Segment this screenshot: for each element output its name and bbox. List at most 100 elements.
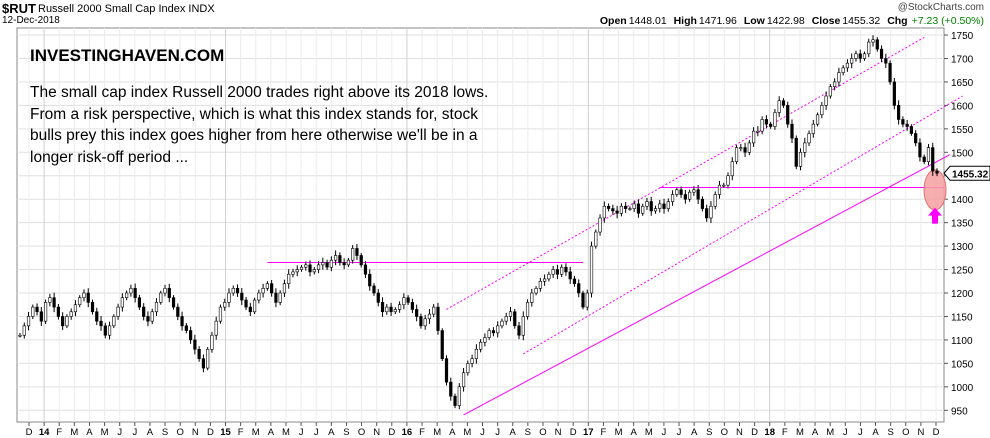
price-candle xyxy=(393,309,397,313)
price-candle xyxy=(210,334,214,350)
price-candle xyxy=(781,100,786,106)
x-tick-label: M xyxy=(282,427,290,438)
price-candle xyxy=(402,297,406,306)
annotation-headline: INVESTINGHAVEN.COM xyxy=(30,46,225,65)
price-candle xyxy=(683,194,687,200)
x-tick-label: J xyxy=(495,427,500,438)
price-candle xyxy=(666,201,670,209)
x-tick-label: O xyxy=(358,427,365,438)
price-candle xyxy=(705,208,709,219)
y-tick-label: 950 xyxy=(951,406,968,417)
price-candle xyxy=(154,302,159,313)
x-tick-label: N xyxy=(555,427,562,438)
price-candle xyxy=(645,201,649,207)
price-candle xyxy=(56,306,60,317)
price-candle xyxy=(611,208,615,212)
x-tick-label: F xyxy=(782,427,788,438)
y-tick-label: 1600 xyxy=(951,101,974,112)
price-candle xyxy=(99,320,103,327)
price-candle xyxy=(86,292,90,303)
price-candle xyxy=(363,264,368,275)
highlight-ellipse xyxy=(923,169,947,211)
price-candle xyxy=(624,205,628,209)
x-tick-label: M xyxy=(826,427,834,438)
price-candle xyxy=(223,302,227,308)
price-candle xyxy=(807,133,811,144)
price-candle xyxy=(359,255,363,266)
y-tick-label: 1350 xyxy=(951,219,974,230)
x-tick-label: A xyxy=(510,427,517,438)
price-candle xyxy=(142,306,146,317)
price-candle xyxy=(346,259,351,266)
x-tick-label: M xyxy=(252,427,260,438)
price-candle xyxy=(862,53,867,59)
price-candle xyxy=(828,86,832,97)
y-tick-label: 1550 xyxy=(951,125,974,136)
plot-area xyxy=(16,27,945,423)
price-candle xyxy=(918,142,922,158)
price-candle xyxy=(129,288,133,294)
price-candle xyxy=(858,53,862,59)
price-candle xyxy=(555,269,560,275)
price-candle xyxy=(662,203,666,209)
price-candle xyxy=(769,123,773,127)
price-candle xyxy=(325,262,329,268)
price-candle xyxy=(423,318,427,327)
price-candle xyxy=(240,292,244,301)
price-candle xyxy=(338,255,342,263)
price-candle xyxy=(875,39,879,50)
x-tick-label: A xyxy=(268,427,275,438)
price-candle xyxy=(905,123,909,127)
price-candle xyxy=(568,271,572,280)
price-candle xyxy=(815,114,820,125)
price-candle xyxy=(803,142,807,153)
price-candle xyxy=(483,337,487,343)
low-value: 1422.98 xyxy=(766,15,805,27)
y-tick-label: 1700 xyxy=(951,54,974,65)
chg-value: +7.23 (+0.50%) xyxy=(911,15,984,27)
price-candle xyxy=(107,325,112,336)
price-candle xyxy=(508,311,513,317)
x-tick-label: 18 xyxy=(764,427,775,438)
price-candle xyxy=(415,309,419,317)
price-candle xyxy=(389,306,393,313)
price-candle xyxy=(658,203,662,209)
price-candle xyxy=(670,194,675,202)
x-tick-label: D xyxy=(26,427,33,438)
price-candle xyxy=(517,325,521,336)
x-tick-label: M xyxy=(645,427,653,438)
price-candle xyxy=(871,39,875,43)
x-tick-label: A xyxy=(872,427,879,438)
price-candle xyxy=(90,302,95,313)
price-candle xyxy=(449,381,453,397)
price-candle xyxy=(163,288,167,294)
price-candle xyxy=(926,147,931,162)
price-candle xyxy=(176,306,180,317)
price-candle xyxy=(312,269,316,273)
price-candle xyxy=(150,311,154,322)
price-candle xyxy=(756,130,760,133)
x-tick-label: J xyxy=(677,427,682,438)
price-candle xyxy=(739,147,743,149)
price-candle xyxy=(43,302,48,322)
price-candle xyxy=(26,316,31,327)
x-tick-label: M xyxy=(463,427,471,438)
price-candle xyxy=(496,325,500,334)
price-candle xyxy=(295,269,299,273)
price-candle xyxy=(61,316,65,327)
price-candle xyxy=(125,292,129,299)
price-candle xyxy=(184,325,188,331)
price-candle xyxy=(48,297,52,303)
price-candle xyxy=(790,123,794,139)
price-candle xyxy=(632,203,636,209)
x-tick-label: 15 xyxy=(220,427,231,438)
y-tick-label: 1000 xyxy=(951,383,974,394)
price-candle xyxy=(116,306,120,317)
price-candle xyxy=(189,330,193,341)
price-candle xyxy=(372,285,376,294)
price-candle xyxy=(628,208,632,210)
close-value: 1455.32 xyxy=(842,15,881,27)
price-candle xyxy=(513,311,517,327)
x-tick-label: A xyxy=(691,427,698,438)
chart-date: 12-Dec-2018 xyxy=(2,15,60,26)
